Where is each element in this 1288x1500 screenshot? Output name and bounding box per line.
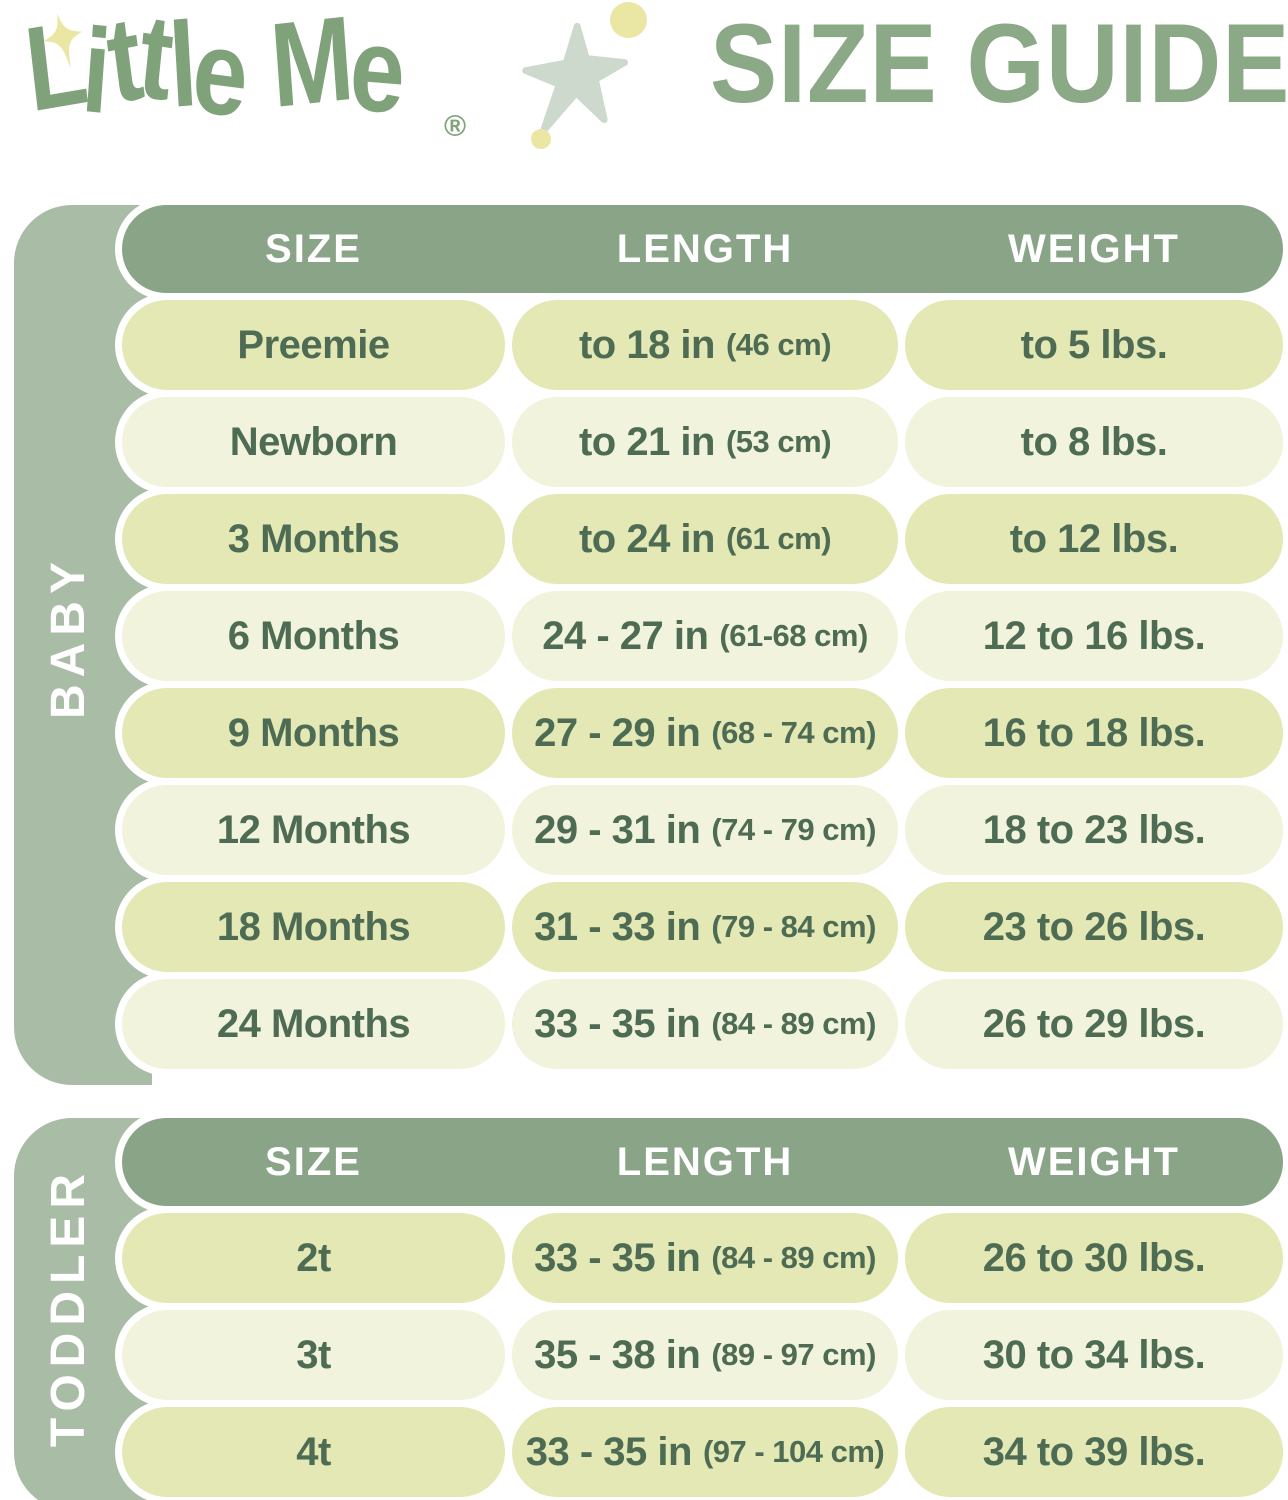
length-cm: (89 - 97 cm) bbox=[711, 1337, 876, 1372]
baby-table-grid: SIZE LENGTH WEIGHT Preemie to 18 in (46 c… bbox=[122, 205, 1283, 1069]
length-cell: 29 - 31 in (74 - 79 cm) bbox=[512, 785, 898, 875]
yellow-dot-large bbox=[610, 2, 647, 38]
length-in: to 24 in bbox=[578, 516, 716, 561]
size-cell: Newborn bbox=[122, 397, 505, 487]
toddler-table-grid: SIZE LENGTH WEIGHT 2t 33 - 35 in (84 - 89… bbox=[122, 1118, 1283, 1497]
length-in: 24 - 27 in bbox=[542, 613, 709, 658]
weight-cell: to 5 lbs. bbox=[905, 300, 1283, 390]
length-cm: (46 cm) bbox=[725, 327, 832, 362]
registered-mark: ® bbox=[444, 110, 467, 143]
yellow-dot-small bbox=[531, 129, 551, 149]
sparkle-star-icon bbox=[43, 13, 83, 69]
weight-cell: 12 to 16 lbs. bbox=[905, 591, 1283, 681]
baby-label-text: BABY bbox=[41, 554, 95, 719]
length-cm: (61 cm) bbox=[725, 521, 832, 556]
column-header-size: SIZE bbox=[265, 226, 362, 271]
length-cell: 24 - 27 in (61-68 cm) bbox=[512, 591, 898, 681]
toddler-label-text: TODDLER bbox=[41, 1167, 95, 1448]
toddler-header-bar: SIZE LENGTH WEIGHT bbox=[122, 1118, 1283, 1206]
weight-cell: to 12 lbs. bbox=[905, 494, 1283, 584]
size-cell: 4t bbox=[122, 1407, 505, 1497]
length-in: 33 - 35 in bbox=[534, 1235, 701, 1280]
length-cm: (84 - 89 cm) bbox=[711, 1240, 876, 1275]
brand-logo: Little Me bbox=[18, 0, 407, 143]
length-cell: to 18 in (46 cm) bbox=[512, 300, 898, 390]
length-cm: (74 - 79 cm) bbox=[711, 812, 876, 847]
size-cell: 6 Months bbox=[122, 591, 505, 681]
length-cell: 33 - 35 in (84 - 89 cm) bbox=[512, 979, 898, 1069]
column-header-weight: WEIGHT bbox=[1008, 226, 1180, 271]
column-header-length: LENGTH bbox=[616, 1139, 794, 1184]
length-cell: 27 - 29 in (68 - 74 cm) bbox=[512, 688, 898, 778]
weight-cell: 18 to 23 lbs. bbox=[905, 785, 1283, 875]
column-header-length: LENGTH bbox=[616, 226, 794, 271]
weight-cell: to 8 lbs. bbox=[905, 397, 1283, 487]
size-guide-title: SIZE GUIDE bbox=[710, 1, 1288, 126]
length-cm: (68 - 74 cm) bbox=[711, 715, 876, 750]
size-cell: 3 Months bbox=[122, 494, 505, 584]
weight-cell: 34 to 39 lbs. bbox=[905, 1407, 1283, 1497]
length-cell: 33 - 35 in (97 - 104 cm) bbox=[512, 1407, 898, 1497]
length-in: to 21 in bbox=[578, 419, 716, 464]
size-cell: 9 Months bbox=[122, 688, 505, 778]
weight-cell: 23 to 26 lbs. bbox=[905, 882, 1283, 972]
length-cell: 35 - 38 in (89 - 97 cm) bbox=[512, 1310, 898, 1400]
size-cell: 18 Months bbox=[122, 882, 505, 972]
length-cm: (79 - 84 cm) bbox=[711, 909, 876, 944]
column-header-size: SIZE bbox=[265, 1139, 362, 1184]
length-in: 33 - 35 in bbox=[534, 1001, 701, 1046]
length-cell: 31 - 33 in (79 - 84 cm) bbox=[512, 882, 898, 972]
size-cell: 2t bbox=[122, 1213, 505, 1303]
star-icon bbox=[522, 22, 628, 135]
length-cell: 33 - 35 in (84 - 89 cm) bbox=[512, 1213, 898, 1303]
weight-cell: 26 to 29 lbs. bbox=[905, 979, 1283, 1069]
size-cell: Preemie bbox=[122, 300, 505, 390]
length-in: 33 - 35 in bbox=[525, 1429, 693, 1474]
weight-cell: 16 to 18 lbs. bbox=[905, 688, 1283, 778]
toddler-size-table: TODDLER SIZE LENGTH WEIGHT 2t 33 - 35 in… bbox=[0, 1118, 1288, 1500]
length-in: 27 - 29 in bbox=[534, 710, 701, 755]
length-in: 29 - 31 in bbox=[534, 807, 701, 852]
baby-header-bar: SIZE LENGTH WEIGHT bbox=[122, 205, 1283, 293]
size-cell: 12 Months bbox=[122, 785, 505, 875]
length-cm: (97 - 104 cm) bbox=[702, 1434, 885, 1469]
length-in: 31 - 33 in bbox=[534, 904, 701, 949]
size-cell: 24 Months bbox=[122, 979, 505, 1069]
length-cell: to 24 in (61 cm) bbox=[512, 494, 898, 584]
length-in: 35 - 38 in bbox=[534, 1332, 701, 1377]
length-cell: to 21 in (53 cm) bbox=[512, 397, 898, 487]
length-in: to 18 in bbox=[578, 322, 716, 367]
column-header-weight: WEIGHT bbox=[1008, 1139, 1180, 1184]
length-cm: (84 - 89 cm) bbox=[711, 1006, 876, 1041]
weight-cell: 30 to 34 lbs. bbox=[905, 1310, 1283, 1400]
toddler-rail-label: TODDLER bbox=[14, 1118, 122, 1497]
length-cm: (61-68 cm) bbox=[719, 618, 868, 653]
size-cell: 3t bbox=[122, 1310, 505, 1400]
brand-header: Little Me ® SIZE GUIDE bbox=[0, 0, 1288, 205]
baby-rail-label: BABY bbox=[14, 205, 122, 1069]
length-cm: (53 cm) bbox=[725, 424, 832, 459]
weight-cell: 26 to 30 lbs. bbox=[905, 1213, 1283, 1303]
baby-size-table: BABY SIZE LENGTH WEIGHT Preemie to 18 in… bbox=[0, 205, 1288, 1085]
